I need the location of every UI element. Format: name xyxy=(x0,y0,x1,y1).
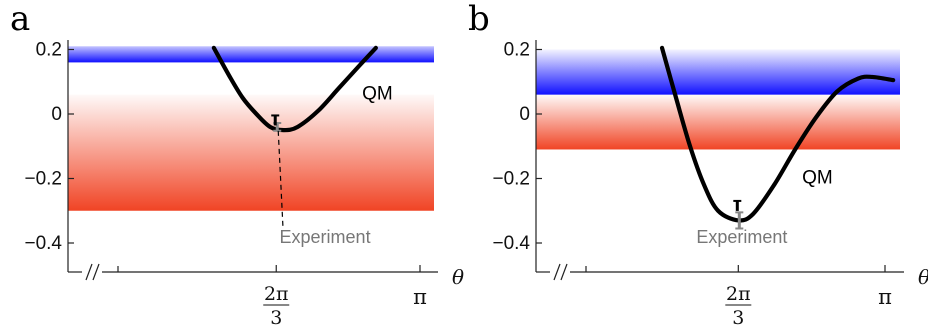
y-tick-label: 0 xyxy=(519,104,530,125)
blue-band xyxy=(68,46,434,63)
x-tick-label-num: 2π xyxy=(726,283,751,305)
x-tick-label-den: 3 xyxy=(732,307,744,329)
red-band xyxy=(68,94,434,211)
y-tick-label: 0.2 xyxy=(504,40,530,61)
axis-break-mark xyxy=(560,263,568,281)
qm-label: QM xyxy=(802,167,833,188)
y-tick-label: 0.2 xyxy=(36,40,62,61)
panel-letter: b xyxy=(468,0,490,39)
red-band xyxy=(536,94,900,150)
y-tick-label: −0.2 xyxy=(24,169,62,190)
y-tick-label: 0 xyxy=(51,104,62,125)
x-tick-label-den: 3 xyxy=(270,307,282,329)
experiment-label: Experiment xyxy=(280,227,371,247)
blue-band xyxy=(536,49,900,95)
y-tick-label: −0.4 xyxy=(492,233,530,254)
experiment-point xyxy=(271,114,282,132)
experiment-leader xyxy=(277,130,284,229)
panel-letter: a xyxy=(10,0,30,39)
y-tick-label: −0.4 xyxy=(24,233,62,254)
y-tick-label: −0.2 xyxy=(492,169,530,190)
x-axis-label: θ xyxy=(918,265,928,289)
panel-a: a 0.2 0 −0.2 −0.4 2π3 π θ QM Experiment xyxy=(10,0,464,329)
x-axis-label: θ xyxy=(452,265,464,289)
experiment-label: Experiment xyxy=(696,227,787,247)
qm-label: QM xyxy=(362,83,393,104)
x-tick-label: π xyxy=(878,285,892,309)
qm-curve xyxy=(211,45,378,133)
x-tick-label-num: 2π xyxy=(264,283,289,305)
x-tick-label: π xyxy=(413,285,427,309)
experiment-point xyxy=(733,199,744,230)
axis-break-mark xyxy=(92,263,100,281)
panel-b: b 0.2 0 −0.2 −0.4 2π3 π θ QM Experiment xyxy=(468,0,928,329)
axis-break-mark xyxy=(553,263,561,281)
qm-curve xyxy=(659,45,896,223)
axis-break-mark xyxy=(85,263,93,281)
